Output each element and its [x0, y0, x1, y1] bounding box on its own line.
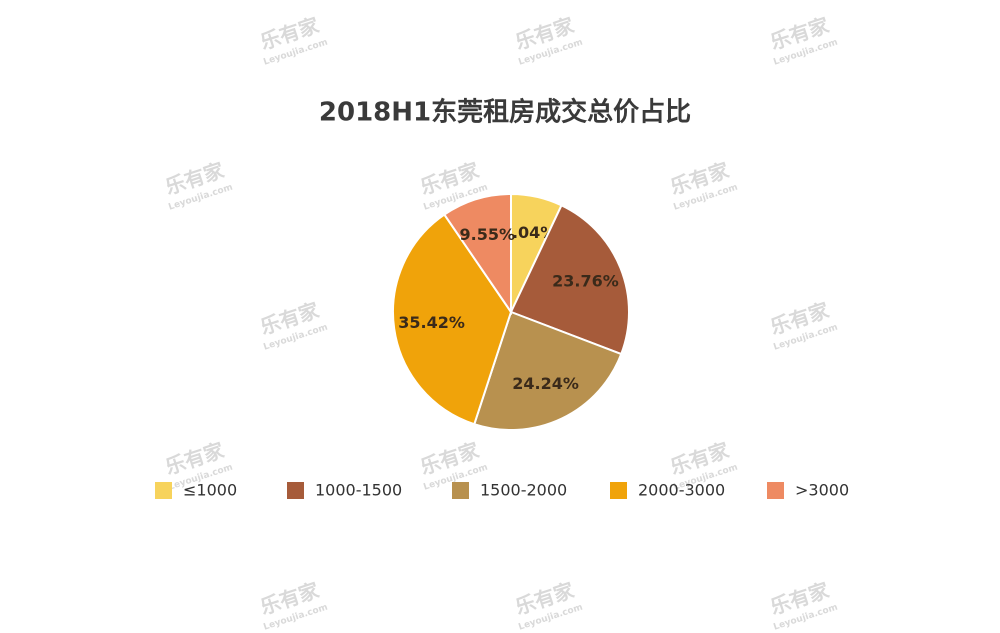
legend-label: 2000-3000: [638, 481, 725, 500]
legend-swatch: [610, 482, 627, 499]
pie-slice: [473, 310, 623, 431]
pie-slice: [442, 192, 512, 316]
data-label: 9.55%: [460, 225, 516, 244]
legend-label: 1000-1500: [315, 481, 402, 500]
legend-swatch: [767, 482, 784, 499]
data-label: 24.24%: [512, 374, 579, 393]
legend-label: 1500-2000: [480, 481, 567, 500]
chart-title: 2018H1东莞租房成交总价占比: [319, 97, 691, 128]
data-label: 23.76%: [552, 272, 619, 291]
legend-swatch: [452, 482, 469, 499]
legend-label: >3000: [795, 481, 849, 500]
data-label: 35.42%: [398, 313, 465, 332]
pie-slice: [509, 204, 630, 356]
legend-swatch: [287, 482, 304, 499]
pie-slice: [392, 213, 513, 426]
data-label: 7.04%: [501, 223, 557, 242]
legend-label: ≤1000: [183, 481, 237, 500]
legend-swatch: [155, 482, 172, 499]
